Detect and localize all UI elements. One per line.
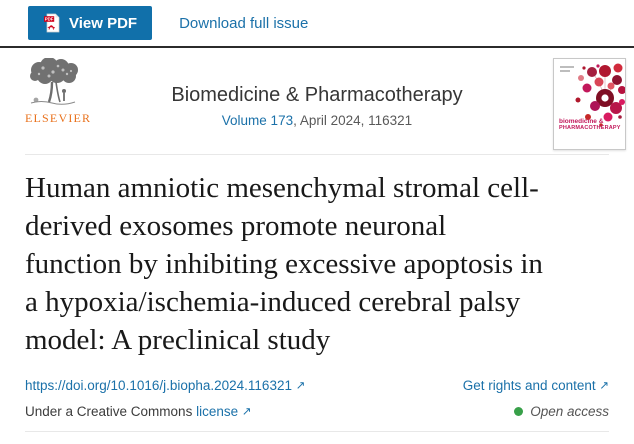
bottom-divider xyxy=(25,431,609,432)
cover-masthead-text xyxy=(560,70,570,72)
volume-link[interactable]: Volume 173 xyxy=(221,113,294,128)
get-rights-link[interactable]: Get rights and content ↗ xyxy=(463,378,609,393)
cover-title-line2: PHARMACOTHERAPY xyxy=(559,124,621,131)
license-statement: Under a Creative Commons license ↗ xyxy=(25,404,252,419)
svg-text:PDF: PDF xyxy=(45,17,54,22)
download-full-issue-label: Download full issue xyxy=(179,14,309,32)
article-title-line: derived exosomes promote neuronal xyxy=(25,210,447,242)
get-rights-label: Get rights and content xyxy=(462,378,596,393)
article-title: Human amniotic mesenchymal stromal cell-… xyxy=(25,169,609,359)
doi-text: https://doi.org/10.1016/j.biopha.2024.11… xyxy=(25,378,292,393)
journal-heading: Biomedicine & Pharmacotherapy Volume 173… xyxy=(25,58,609,128)
cover-art xyxy=(554,59,626,149)
cover-journal-name: biomedicine & PHARMACOTHERAPY xyxy=(559,118,621,132)
cover-title-line1: biomedicine & xyxy=(559,118,604,125)
journal-title-link[interactable]: Biomedicine & Pharmacotherapy xyxy=(171,84,463,106)
view-pdf-button[interactable]: PDF View PDF xyxy=(28,6,153,40)
external-link-icon: ↗ xyxy=(241,406,252,418)
external-link-icon: ↗ xyxy=(599,380,609,392)
elsevier-tree-icon xyxy=(25,57,135,110)
doi-rights-row: https://doi.org/10.1016/j.biopha.2024.11… xyxy=(25,378,609,393)
view-pdf-label: View PDF xyxy=(69,14,138,32)
banner-divider xyxy=(25,154,609,155)
article-title-line: model: A preclinical study xyxy=(25,324,331,356)
article-title-line: a hypoxia/ischemia-induced cerebral pals… xyxy=(25,286,521,318)
license-link[interactable]: license ↗ xyxy=(196,404,251,419)
pdf-file-icon: PDF xyxy=(43,13,60,33)
license-access-row: Under a Creative Commons license ↗ Open … xyxy=(25,404,609,419)
article-title-line: function by inhibiting excessive apoptos… xyxy=(25,248,543,280)
issue-info: , April 2024, 116321 xyxy=(293,113,413,128)
elsevier-wordmark: ELSEVIER xyxy=(25,111,92,125)
article-title-line: Human amniotic mesenchymal stromal cell- xyxy=(25,172,539,204)
license-prefix: Under a Creative Commons xyxy=(25,404,193,419)
top-action-bar: PDF View PDF Download full issue xyxy=(0,0,634,48)
volume-issue-line: Volume 173, April 2024, 116321 xyxy=(25,113,609,128)
open-access-dot-icon xyxy=(514,407,524,416)
download-full-issue-link[interactable]: Download full issue xyxy=(179,15,308,32)
elsevier-logo[interactable]: ELSEVIER xyxy=(25,57,135,126)
open-access-indicator: Open access xyxy=(514,404,609,419)
open-access-label: Open access xyxy=(530,404,609,419)
cover-masthead-text xyxy=(560,66,574,68)
license-label: license xyxy=(196,404,239,419)
doi-link[interactable]: https://doi.org/10.1016/j.biopha.2024.11… xyxy=(25,378,305,393)
external-link-icon: ↗ xyxy=(295,380,306,392)
journal-banner: ELSEVIER Biomedicine & Pharmacotherapy V… xyxy=(0,48,634,154)
journal-cover-thumbnail[interactable]: biomedicine & PHARMACOTHERAPY xyxy=(553,58,626,150)
